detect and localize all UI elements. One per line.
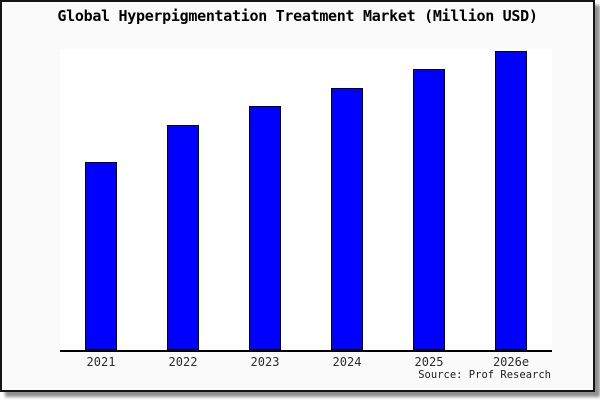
bar-2024 (331, 88, 363, 350)
chart-title: Global Hyperpigmentation Treatment Marke… (57, 7, 538, 25)
bar-slot (142, 49, 224, 350)
x-tick-label-2023: 2023 (250, 355, 280, 369)
bar-slot (224, 49, 306, 350)
x-tick-label-2025: 2025 (414, 355, 444, 369)
bar-2023 (249, 105, 281, 350)
bar-slot (60, 49, 142, 350)
bar-2025 (413, 68, 445, 350)
chart-figure: Global Hyperpigmentation Treatment Marke… (0, 0, 595, 392)
plot-area (60, 49, 552, 352)
x-tick-label-2021: 2021 (86, 355, 116, 369)
x-tick-label-2022: 2022 (168, 355, 198, 369)
bar-2022 (167, 124, 199, 350)
bar-2026e (495, 51, 527, 350)
bar-slot (306, 49, 388, 350)
bar-slot (388, 49, 470, 350)
bar-2021 (85, 161, 117, 350)
x-tick-label-2026e: 2026e (492, 355, 530, 369)
x-axis-labels: 2021 2022 2023 2024 2025 2026e (60, 355, 552, 369)
x-tick-label-2024: 2024 (332, 355, 362, 369)
source-credit: Source: Prof Research (418, 369, 551, 381)
bar-slot (470, 49, 552, 350)
